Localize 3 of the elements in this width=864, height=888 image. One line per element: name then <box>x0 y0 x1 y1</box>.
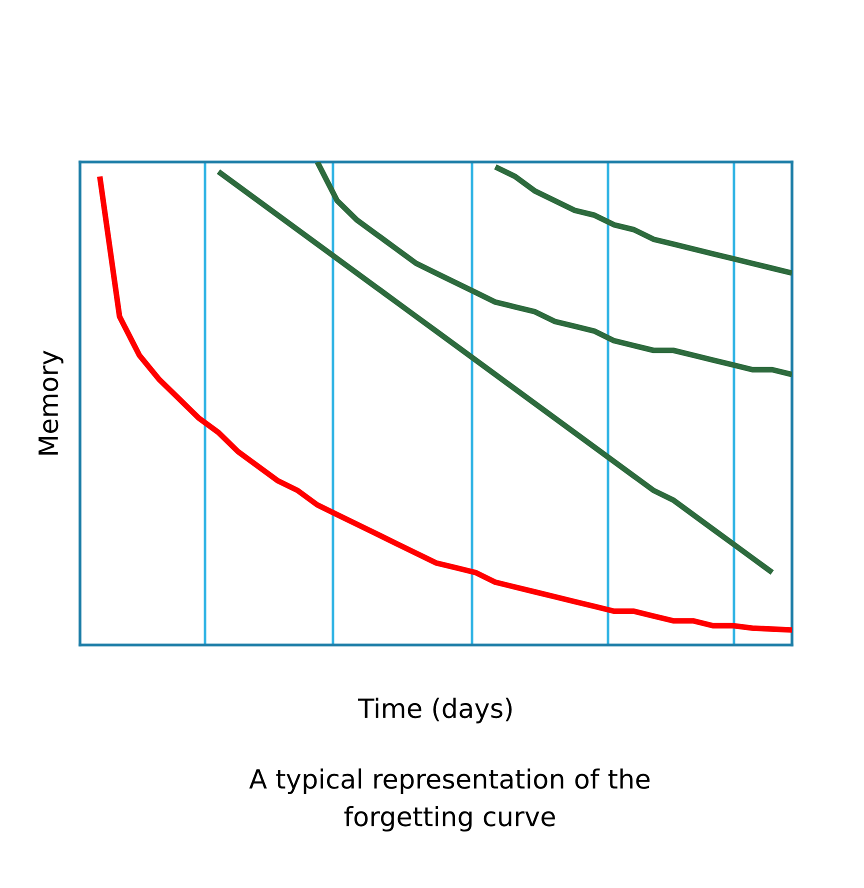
y-axis-title: Memory <box>38 350 64 455</box>
x-axis-title: Time (days) <box>358 698 512 724</box>
text: A typical representation of the forgetting curve <box>249 768 650 832</box>
